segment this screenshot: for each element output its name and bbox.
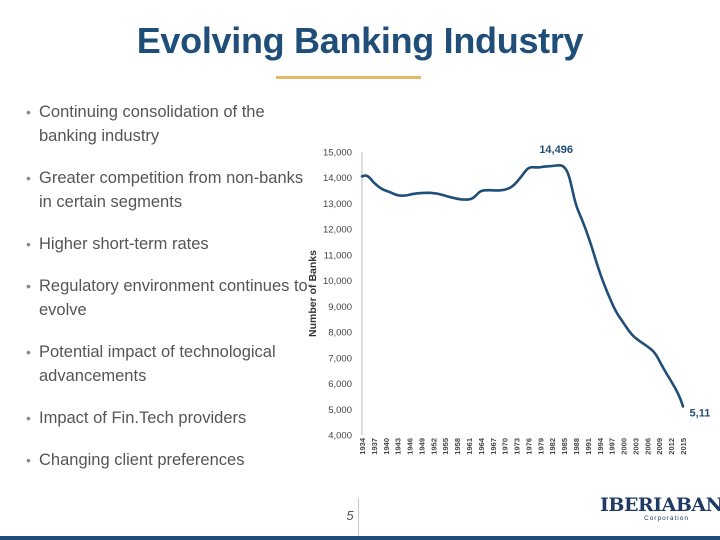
bullet-item: Impact of Fin.Tech providers	[26, 406, 311, 430]
y-tick-label: 13,000	[323, 199, 352, 210]
y-tick-label: 4,000	[328, 431, 352, 442]
x-tick-label: 1994	[596, 437, 605, 455]
y-tick-label: 5,000	[328, 405, 352, 416]
company-logo: IBERIABANK Corporation	[600, 494, 720, 528]
x-tick-label: 2009	[655, 438, 664, 455]
x-tick-label: 1940	[382, 438, 391, 455]
bullet-item: Higher short-term rates	[26, 232, 311, 256]
data-label: 14,496	[539, 144, 573, 156]
x-tick-label: 1985	[560, 438, 569, 455]
data-label: 5,113	[690, 407, 710, 419]
x-tick-label: 1997	[608, 438, 617, 455]
x-tick-label: 1955	[441, 438, 450, 455]
x-tick-label: 1991	[584, 438, 593, 455]
x-tick-label: 1961	[465, 438, 474, 455]
y-tick-label: 6,000	[328, 379, 352, 390]
x-tick-label: 1982	[548, 438, 557, 455]
x-tick-label: 1952	[429, 438, 438, 455]
x-tick-label: 1979	[536, 438, 545, 455]
bullet-item: Continuing consolidation of the banking …	[26, 100, 311, 148]
bullet-item: Regulatory environment continues to evol…	[26, 274, 311, 322]
title-underline	[276, 76, 421, 79]
bullet-item: Potential impact of technological advanc…	[26, 340, 311, 388]
x-tick-label: 1964	[477, 437, 486, 455]
series-line-number-of-banks	[360, 164, 685, 408]
bank-count-line-chart: 4,000 5,000 6,000 7,000 8,000 9,000 10,000 11,0…	[307, 144, 710, 455]
y-tick-label: 8,000	[328, 328, 352, 339]
x-tick-label: 1934	[358, 437, 367, 455]
y-tick-label: 9,000	[328, 302, 352, 313]
y-tick-label: 11,000	[324, 250, 352, 261]
y-axis-label: Number of Banks	[307, 250, 319, 337]
x-tick-label: 2003	[631, 438, 640, 455]
bullet-item: Greater competition from non-banks in ce…	[26, 166, 311, 214]
footer-divider	[358, 498, 359, 536]
x-tick-label: 1967	[489, 438, 498, 455]
x-tick-label: 1943	[394, 438, 403, 455]
x-tick-label: 2006	[643, 438, 652, 455]
x-tick-label: 2015	[679, 438, 688, 455]
x-tick-label: 1958	[453, 438, 462, 455]
x-tick-label: 1973	[513, 438, 522, 455]
x-tick-label: 1976	[524, 438, 533, 455]
x-tick-label: 1949	[417, 438, 426, 455]
y-tick-label: 12,000	[323, 225, 352, 236]
footer-bar	[0, 536, 720, 540]
y-tick-label: 15,000	[323, 148, 352, 159]
x-tick-label: 1970	[501, 438, 510, 455]
page-number: 5	[346, 508, 354, 523]
x-tick-label: 1988	[572, 438, 581, 455]
x-tick-label: 1937	[370, 438, 379, 455]
slide-title: Evolving Banking Industry	[136, 20, 584, 61]
y-tick-label: 14,000	[323, 173, 352, 184]
y-tick-label: 10,000	[323, 276, 352, 287]
y-tick-label: 7,000	[328, 353, 352, 364]
logo-subtitle: Corporation	[644, 515, 689, 522]
x-tick-label: 2000	[620, 438, 629, 455]
x-tick-label: 2012	[667, 438, 676, 455]
x-tick-label: 1946	[406, 438, 415, 455]
logo-wordmark: IBERIABANK	[600, 494, 720, 516]
bullet-item: Changing client preferences	[26, 448, 311, 472]
